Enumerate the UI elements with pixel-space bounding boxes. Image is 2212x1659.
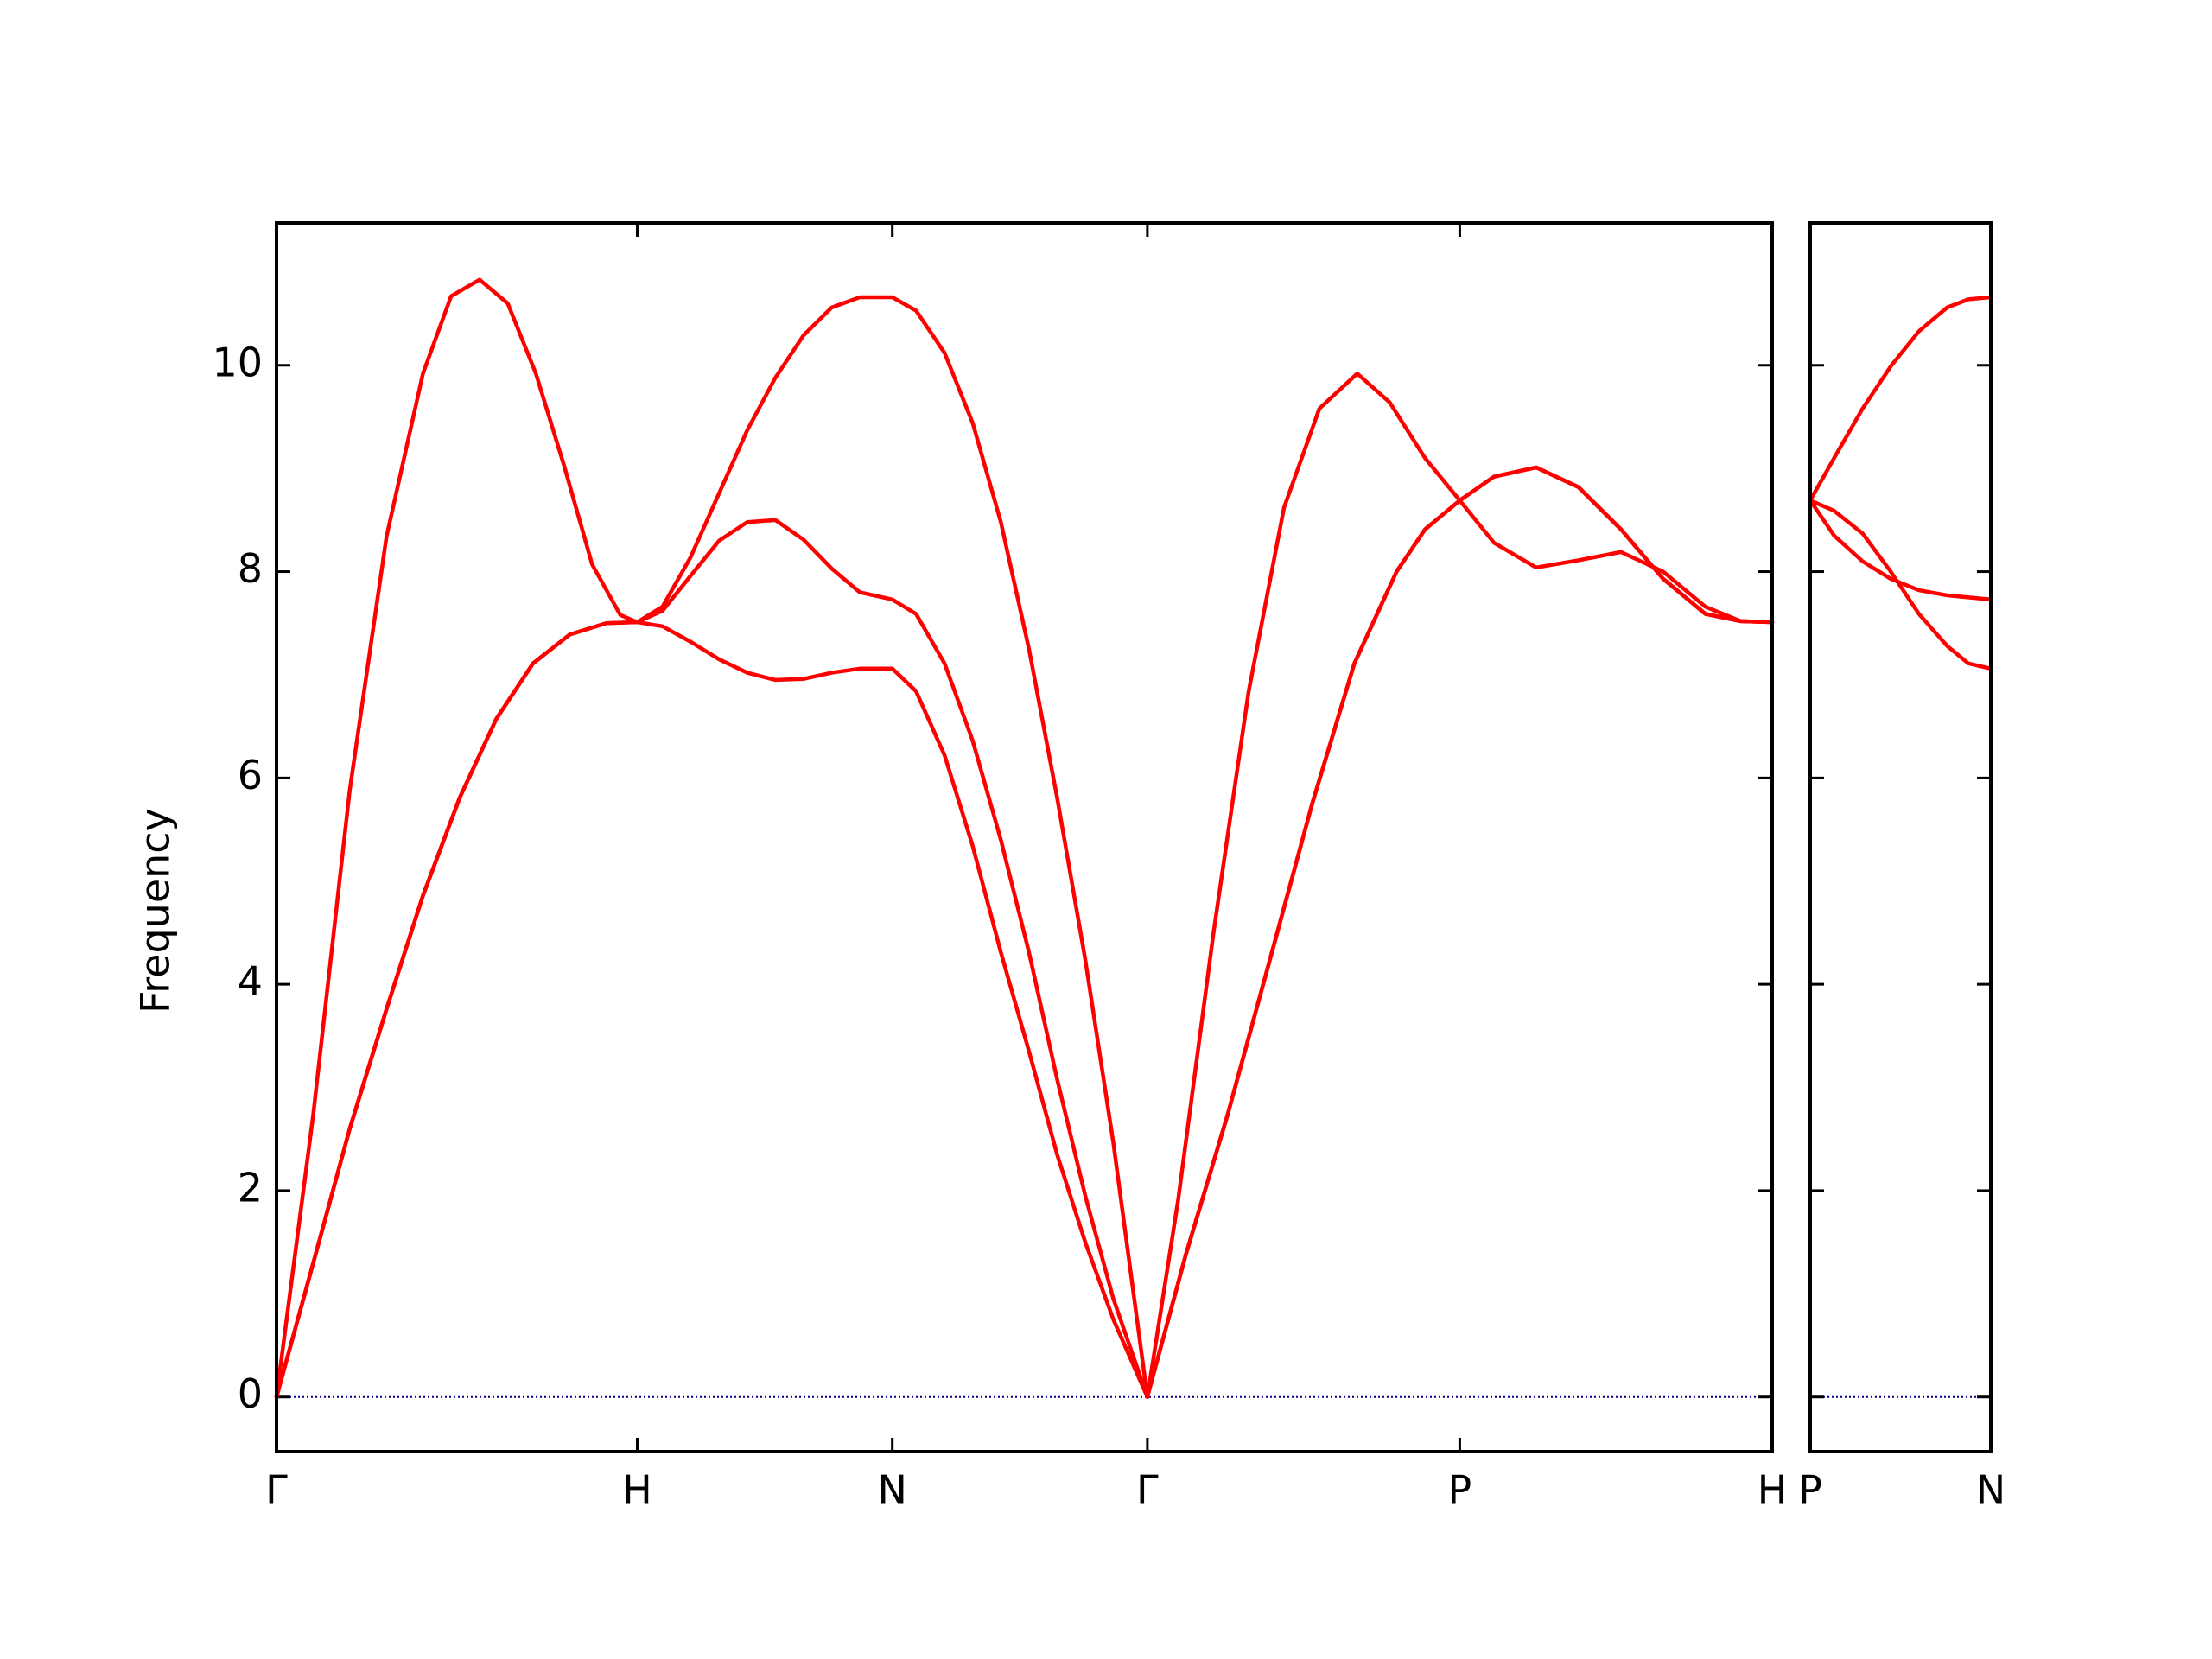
x-tick-label: N: [877, 1467, 906, 1514]
y-tick-label: 10: [212, 339, 263, 385]
x-tick-label: Γ: [265, 1467, 288, 1514]
y-tick-label: 0: [238, 1370, 263, 1417]
y-axis-label: Frequency: [132, 808, 179, 1014]
band-line: [1808, 295, 1993, 503]
band-line: [1808, 498, 1993, 671]
plot-frame: [1808, 221, 1993, 1453]
band-line: [274, 277, 1775, 1399]
band-line: [1808, 498, 1993, 602]
y-tick-label: 2: [238, 1164, 263, 1211]
y-tick-label: 8: [238, 545, 263, 592]
plot-frame: [275, 221, 1774, 1453]
band-line: [274, 465, 1775, 1399]
x-tick-label: P: [1798, 1467, 1822, 1514]
y-tick-label: 6: [238, 752, 263, 798]
y-tick-label: 4: [238, 958, 263, 1005]
x-tick-label: N: [1976, 1467, 2005, 1514]
x-tick-label: H: [1758, 1467, 1788, 1514]
x-tick-label: P: [1448, 1467, 1472, 1514]
x-tick-label: H: [622, 1467, 652, 1514]
x-tick-label: Γ: [1136, 1467, 1159, 1514]
